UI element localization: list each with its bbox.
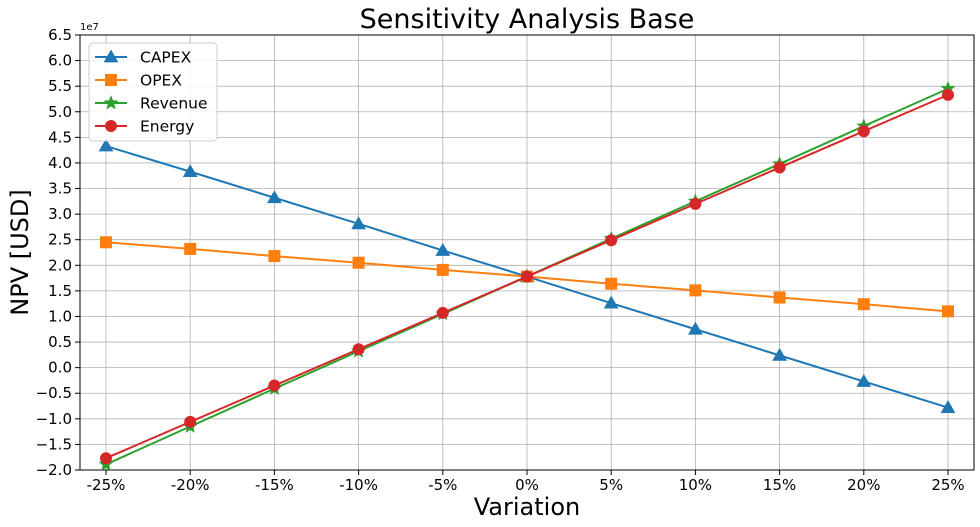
y-tick-label: −0.5 <box>36 384 72 402</box>
legend-item-opex: OPEX <box>95 72 182 90</box>
data-point <box>184 242 197 255</box>
data-point <box>688 321 703 335</box>
legend-item-revenue: Revenue <box>95 95 208 113</box>
x-tick-label: -5% <box>428 476 457 494</box>
legend-label: Revenue <box>140 95 208 113</box>
x-tick-label: 5% <box>599 476 623 494</box>
x-axis: -25% -20% -15% -10% -5% 0% 5% 10% 15% 20% 25% <box>87 470 965 494</box>
y-tick-label: 1.0 <box>48 307 72 325</box>
legend-marker <box>103 95 119 110</box>
data-point <box>100 236 112 249</box>
data-point <box>603 295 619 309</box>
data-point <box>268 379 281 392</box>
series-energy <box>100 88 954 465</box>
x-tick-label: -20% <box>171 476 210 494</box>
legend-frame <box>88 42 218 142</box>
x-tick-label: 15% <box>763 476 796 494</box>
data-point <box>942 305 954 318</box>
y-tick-label: −1.0 <box>36 410 72 428</box>
y-tick-label: 5.5 <box>48 77 72 95</box>
y-tick-label: 0.0 <box>48 359 72 377</box>
x-tick-label: -15% <box>255 476 294 494</box>
y-tick-label: 4.0 <box>48 154 72 172</box>
x-tick-label: -25% <box>87 476 126 494</box>
y-tick-label: 6.0 <box>48 52 72 70</box>
y-tick-label: 1.5 <box>48 282 72 300</box>
chart-title: Sensitivity Analysis Base <box>360 4 695 35</box>
data-point <box>773 291 786 304</box>
data-point <box>605 234 618 247</box>
x-tick-label: -10% <box>339 476 378 494</box>
legend: CAPEX OPEX Revenue Energy <box>88 42 218 142</box>
legend-item-energy: Energy <box>95 118 194 136</box>
data-point <box>521 270 533 283</box>
legend-item-capex: CAPEX <box>95 49 192 67</box>
x-tick-label: 0% <box>515 476 539 494</box>
legend-marker <box>105 120 117 132</box>
legend-label: CAPEX <box>140 49 192 67</box>
y-tick-label: 0.5 <box>48 333 72 351</box>
data-point <box>435 242 451 256</box>
y-axis-scale-label: 1e7 <box>80 22 99 33</box>
x-tick-label: 10% <box>679 476 712 494</box>
data-point <box>605 277 618 290</box>
legend-label: Energy <box>140 118 194 136</box>
data-point <box>940 400 956 413</box>
data-point <box>857 298 870 311</box>
data-point <box>773 161 786 174</box>
x-tick-label: 20% <box>847 476 880 494</box>
legend-marker <box>103 49 119 63</box>
data-point <box>351 216 366 230</box>
data-point <box>268 250 281 263</box>
data-point <box>267 190 282 204</box>
data-point <box>689 284 702 297</box>
data-point <box>184 415 197 428</box>
y-tick-label: 6.5 <box>48 26 72 44</box>
y-tick-label: 2.0 <box>48 256 72 274</box>
data-point <box>98 138 114 152</box>
data-point <box>772 347 787 361</box>
data-point <box>100 452 112 465</box>
y-axis-title: NPV [USD] <box>6 189 34 315</box>
data-point <box>352 343 365 356</box>
grid <box>80 34 974 471</box>
y-axis: −2.0 −1.5 −1.0 −0.5 0.0 0.5 1.0 1.5 2.0 2.5 3.0 3.5… <box>36 26 80 479</box>
y-tick-label: 3.5 <box>48 180 72 198</box>
data-point <box>436 306 449 319</box>
series-layer <box>98 80 956 471</box>
y-tick-label: −1.5 <box>36 435 72 453</box>
legend-label: OPEX <box>140 72 182 90</box>
y-tick-label: 2.5 <box>48 231 72 249</box>
data-point <box>856 373 872 387</box>
y-tick-label: −2.0 <box>36 461 72 479</box>
data-point <box>182 164 198 178</box>
data-point <box>689 197 702 210</box>
y-tick-label: 3.0 <box>48 205 72 223</box>
y-tick-label: 4.5 <box>48 128 72 146</box>
data-point <box>436 263 449 276</box>
legend-marker <box>105 74 117 86</box>
x-tick-label: 25% <box>931 476 964 494</box>
data-point <box>857 125 870 138</box>
data-point <box>352 256 365 269</box>
x-axis-title: Variation <box>474 493 580 521</box>
y-tick-label: 5.0 <box>48 103 72 121</box>
data-point <box>942 88 954 101</box>
